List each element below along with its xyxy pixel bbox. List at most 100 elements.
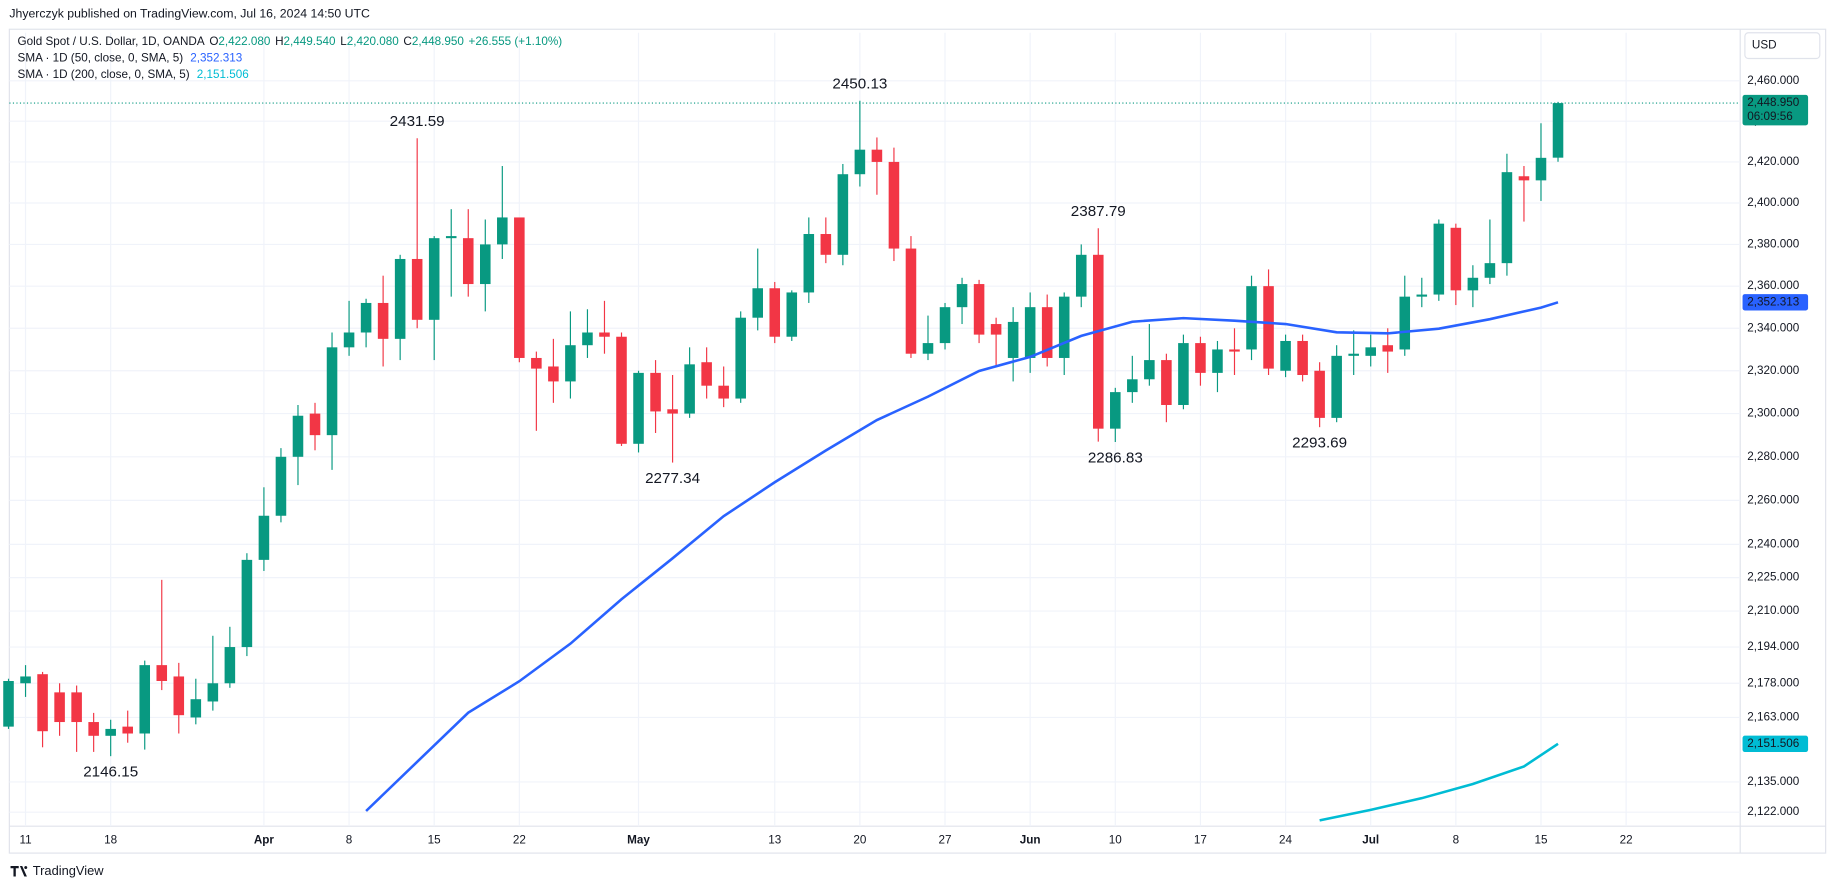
l-value: 2,420.080 <box>347 35 399 48</box>
candle-body <box>956 284 968 308</box>
legend-sma200: SMA · 1D (200, close, 0, SMA, 5) 2,151.50… <box>18 68 249 81</box>
price-annotation: 2387.79 <box>1071 203 1126 220</box>
candle-body <box>650 372 661 412</box>
candle-body <box>633 372 644 444</box>
candle-body <box>1416 294 1428 297</box>
candle-body <box>377 302 389 339</box>
candle-body <box>275 456 287 516</box>
candle-body <box>1246 286 1257 350</box>
y-tick-label: 2,280.000 <box>1747 450 1799 463</box>
x-tick-label: Apr <box>254 833 275 846</box>
candle-body <box>1365 347 1376 356</box>
y-tick-label: 2,460.000 <box>1747 74 1799 87</box>
candle-body <box>1024 307 1036 358</box>
candle-body <box>803 234 815 293</box>
candle-body <box>820 234 832 255</box>
candle-body <box>1229 349 1240 352</box>
sma-name: SMA · 1D (50, close, 0, SMA, 5) <box>18 52 184 65</box>
y-tick-label: 2,194.000 <box>1747 640 1799 653</box>
candle-body <box>497 217 508 245</box>
candle-body <box>428 238 440 320</box>
c-label: C <box>403 35 411 48</box>
candle-body <box>258 515 270 560</box>
candle-body <box>1075 254 1087 297</box>
candle-body <box>1552 103 1564 158</box>
y-tick-label: 2,400.000 <box>1747 196 1799 209</box>
price-tag <box>1742 294 1809 311</box>
currency[interactable]: USD <box>1752 39 1777 52</box>
candle-body <box>514 217 525 358</box>
candle-body <box>922 343 934 354</box>
candle-body <box>888 161 900 249</box>
candle-body <box>360 302 372 333</box>
candle-body <box>854 149 866 175</box>
candle-body <box>905 248 917 354</box>
o-value: 2,422.080 <box>218 35 270 48</box>
candle-body <box>973 284 985 335</box>
candle-body <box>3 680 14 727</box>
legend-main: Gold Spot / U.S. Dollar, 1D, OANDA O2,422… <box>18 35 563 48</box>
candle-body <box>548 366 559 382</box>
y-tick-label: 2,210.000 <box>1747 604 1799 617</box>
candle-body <box>1467 277 1479 291</box>
sma-line <box>365 301 1559 812</box>
l-label: L <box>340 35 347 48</box>
y-tick-label: 2,163.000 <box>1747 711 1799 724</box>
candle-body <box>1280 340 1291 371</box>
o-label: O <box>209 35 218 48</box>
candle-body <box>122 726 133 734</box>
change: +26.555 (+1.10%) <box>469 35 563 48</box>
h-label: H <box>275 35 283 48</box>
x-tick-label: 13 <box>768 833 781 846</box>
price-tag-label: 2,352.313 <box>1747 295 1799 308</box>
candle-body <box>667 409 678 414</box>
x-tick-label: 15 <box>428 833 442 846</box>
candle-body <box>1314 370 1325 418</box>
footer: TradingView <box>33 863 104 878</box>
candle-body <box>1178 343 1189 405</box>
candle-body <box>531 357 542 369</box>
price-annotation: 2286.83 <box>1088 449 1143 466</box>
x-tick-label: 24 <box>1279 833 1293 846</box>
candle-body <box>599 332 610 337</box>
sma-value: 2,352.313 <box>190 52 242 65</box>
y-tick-label: 2,360.000 <box>1747 279 1799 292</box>
candle-body <box>343 332 355 348</box>
y-tick-label: 2,122.000 <box>1747 805 1799 818</box>
x-tick-label: 11 <box>19 833 31 846</box>
candle-body <box>837 174 849 255</box>
candle-body <box>1212 349 1223 373</box>
candle-body <box>1092 254 1104 429</box>
candle-body <box>207 683 219 702</box>
price-annotation: 2450.13 <box>832 75 887 92</box>
countdown: 06:09:56 <box>1747 110 1793 123</box>
candle-body <box>411 258 423 320</box>
price-tag <box>1742 94 1809 126</box>
candle-body <box>735 317 746 399</box>
candle-body <box>88 722 99 736</box>
currency-button[interactable] <box>1744 32 1821 60</box>
candle-body <box>173 676 185 716</box>
candle-body <box>1433 223 1445 295</box>
candle-body <box>139 665 151 734</box>
plot <box>3 100 1741 822</box>
candle-body <box>292 415 304 457</box>
candle-body <box>1110 392 1121 429</box>
c-value: 2,448.950 <box>412 35 464 48</box>
candle-body <box>1041 307 1053 358</box>
price-annotation: 2431.59 <box>390 113 445 130</box>
candle-body <box>1297 340 1308 376</box>
candle-body <box>326 347 338 436</box>
y-tick-label: 2,300.000 <box>1747 407 1799 420</box>
candle-body <box>462 238 474 285</box>
y-tick-label: 2,135.000 <box>1747 775 1799 788</box>
candle-body <box>1127 379 1138 393</box>
candle-body <box>1450 227 1462 291</box>
legend-sma50: SMA · 1D (50, close, 0, SMA, 5) 2,352.313 <box>18 52 243 65</box>
candle-body <box>20 676 31 684</box>
candle-body <box>1348 353 1359 356</box>
candle-body <box>1195 343 1206 373</box>
candle-body <box>1535 157 1547 181</box>
candle-body <box>1399 296 1411 350</box>
